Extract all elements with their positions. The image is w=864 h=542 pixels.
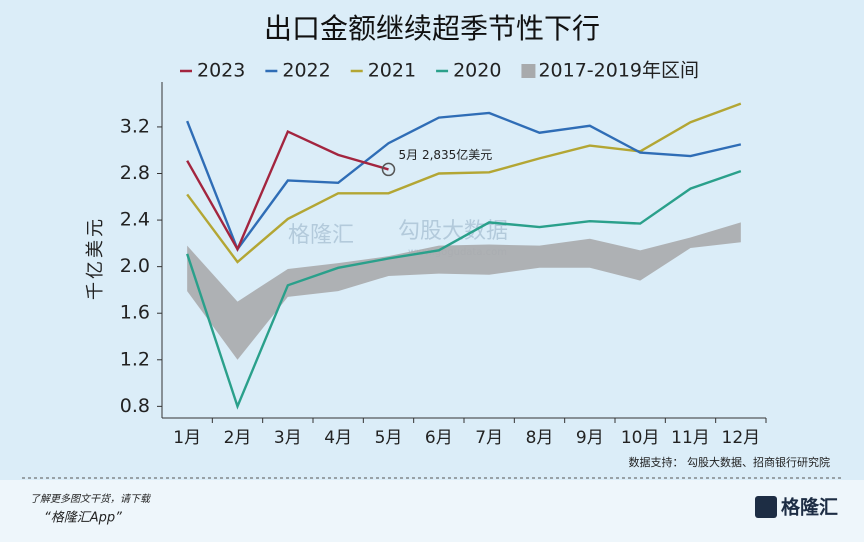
y-tick-label: 2.8 — [120, 162, 150, 184]
line-series — [186, 129, 389, 252]
legend-label: 2017-2019年区间 — [538, 60, 699, 82]
legend-label: 2020 — [453, 60, 501, 82]
x-tick-label: 1月 — [173, 428, 201, 448]
watermark: 格隆汇 — [288, 223, 354, 248]
y-tick-label: 0.8 — [120, 395, 150, 417]
x-tick-label: 9月 — [576, 428, 604, 448]
line-series — [186, 170, 742, 410]
annotation: 5月 2,835亿美元 — [399, 147, 493, 162]
x-tick-label: 7月 — [475, 428, 503, 448]
footer-bg — [0, 480, 864, 542]
source: 数据支持： 勾股大数据、招商银行研究院 — [629, 455, 831, 469]
legend-label: 2023 — [197, 60, 245, 82]
y-tick-label: 3.2 — [120, 115, 150, 137]
x-tick-label: 11月 — [671, 428, 710, 448]
x-tick-label: 10月 — [621, 428, 660, 448]
chart-title: 出口金额继续超季节性下行 — [264, 12, 600, 45]
annotation-marker — [381, 162, 396, 177]
legend-label: 2022 — [282, 60, 330, 82]
legend-label: 2021 — [368, 60, 416, 82]
x-tick-label: 2月 — [224, 428, 252, 448]
y-tick-label: 2.4 — [120, 209, 150, 231]
y-tick-label: 1.2 — [120, 348, 150, 370]
y-axis-label: 千亿美元 — [85, 216, 106, 300]
x-tick-label: 4月 — [324, 428, 352, 448]
y-tick-label: 2.0 — [120, 255, 150, 277]
footer-text: 了解更多图文干货，请下载 — [30, 493, 152, 505]
x-tick-label: 3月 — [274, 428, 302, 448]
line-series — [186, 111, 742, 252]
range-band — [187, 222, 741, 360]
footer-text: “格隆汇App” — [44, 511, 122, 526]
x-tick-label: 8月 — [526, 428, 554, 448]
y-tick-label: 1.6 — [120, 302, 150, 324]
x-tick-label: 6月 — [425, 428, 453, 448]
legend-swatch — [521, 64, 536, 78]
x-tick-label: 5月 — [375, 428, 403, 448]
logo-text: 格隆汇 — [781, 496, 838, 519]
logo-icon — [755, 496, 777, 518]
line-series — [186, 102, 742, 264]
x-tick-label: 12月 — [722, 428, 761, 448]
